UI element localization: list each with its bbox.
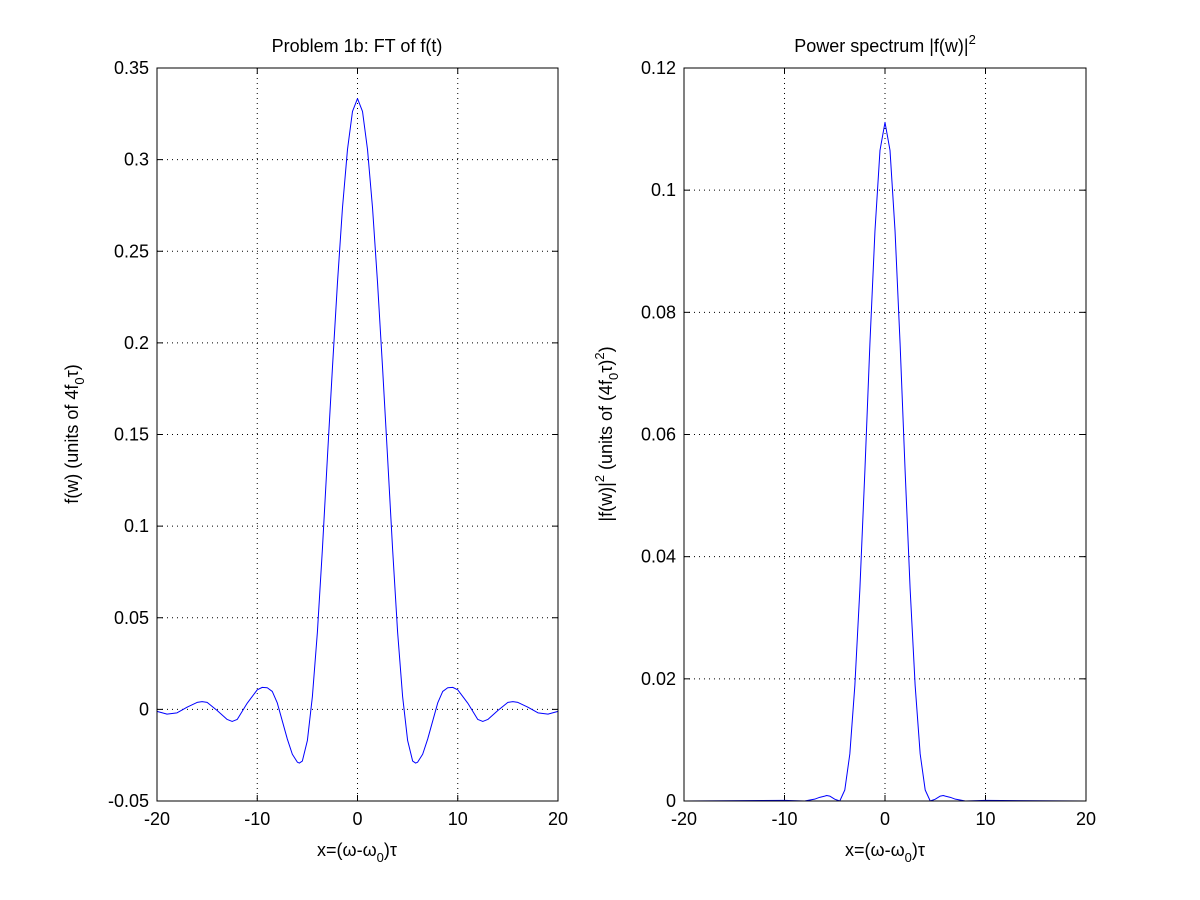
left-ylabel: f(w) (units of 4f0τ)	[62, 364, 87, 503]
left-ytick-label: 0.2	[124, 333, 149, 353]
left-xtick-label: 0	[352, 809, 362, 829]
right-ytick-label: 0.08	[641, 302, 676, 322]
left-tick-labels: -20 -10 0 10 20 -0.05 0 0.05 0.1 0.15 0.2 0.25 0.3 0.…	[108, 58, 568, 829]
left-subplot: -20 -10 0 10 20 -0.05 0 0.05 0.1 0.15 0.2 0.25 0.3 0.…	[62, 36, 568, 865]
left-ytick-label: 0.05	[114, 608, 149, 628]
right-ytick-label: 0.1	[651, 180, 676, 200]
right-ytick-label: 0.12	[641, 58, 676, 78]
left-ytick-label: 0	[139, 699, 149, 719]
left-xtick-label: 10	[448, 809, 468, 829]
left-ytick-label: 0.25	[114, 241, 149, 261]
right-tick-labels: -20 -10 0 10 20 0 0.02 0.04 0.06 0.08 0.1 0.12	[641, 58, 1096, 829]
left-ytick-label: 0.15	[114, 425, 149, 445]
right-ytick-label: 0.04	[641, 547, 676, 567]
right-xtick-label: -10	[771, 809, 797, 829]
right-title: Power spectrum |f(w)|2	[794, 32, 976, 56]
left-axes-frame	[156, 67, 559, 802]
right-xtick-label: 20	[1076, 809, 1096, 829]
left-series	[156, 98, 559, 764]
left-series-line	[156, 98, 559, 764]
right-xtick-label: 0	[880, 809, 890, 829]
right-ytick-label: 0.06	[641, 425, 676, 445]
right-series	[683, 121, 1087, 802]
right-xlabel: x=(ω-ω0)τ	[845, 840, 925, 865]
left-xtick-label: 20	[548, 809, 568, 829]
left-grid	[157, 68, 558, 801]
right-axes-frame	[683, 67, 1087, 802]
right-ytick-label: 0	[666, 791, 676, 811]
right-ytick-label: 0.02	[641, 669, 676, 689]
left-ytick-label: 0.1	[124, 516, 149, 536]
left-xlabel: x=(ω-ω0)τ	[317, 840, 397, 865]
left-xtick-label: -10	[244, 809, 270, 829]
left-ytick-label: -0.05	[108, 791, 149, 811]
left-xtick-label: -20	[144, 809, 170, 829]
right-subplot: -20 -10 0 10 20 0 0.02 0.04 0.06 0.08 0.1 0.12 Powe…	[592, 32, 1096, 865]
right-xtick-label: -20	[671, 809, 697, 829]
right-series-line	[683, 121, 1087, 802]
left-ytick-label: 0.3	[124, 150, 149, 170]
left-ytick-label: 0.35	[114, 58, 149, 78]
right-xtick-label: 10	[975, 809, 995, 829]
left-title: Problem 1b: FT of f(t)	[272, 36, 443, 56]
right-ylabel: |f(w)|2 (units of (4f0τ)2)	[592, 346, 621, 521]
right-grid	[684, 68, 1086, 801]
